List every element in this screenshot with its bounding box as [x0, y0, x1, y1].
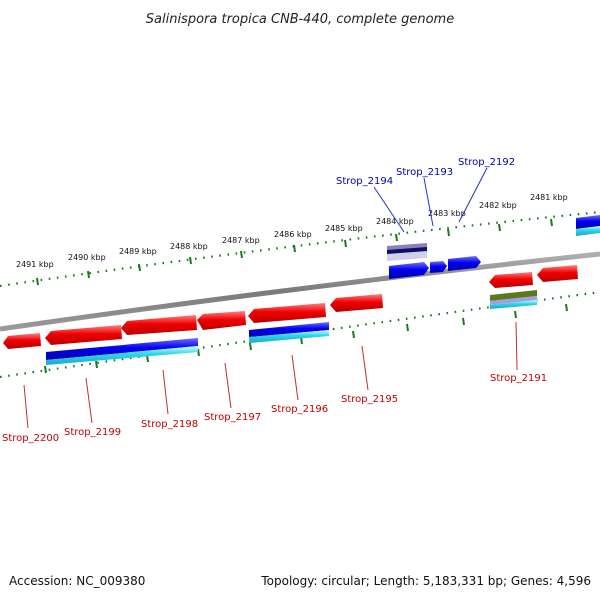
gene-strop-2197[interactable] — [197, 311, 246, 330]
ruler-tick — [95, 360, 98, 369]
cds-band — [249, 322, 329, 337]
ruler-tick — [447, 228, 450, 237]
ruler-tick — [550, 218, 553, 227]
ruler-tick — [565, 303, 568, 312]
ruler-label: 2482 kbp — [479, 201, 517, 210]
ruler-label: 2487 kbp — [222, 236, 260, 245]
leader-line — [23, 384, 29, 429]
ruler-tick — [138, 263, 141, 272]
ruler-label: 2488 kbp — [170, 242, 208, 251]
gene-strop-2200[interactable] — [3, 333, 41, 349]
ruler-label: 2489 kbp — [119, 247, 157, 256]
gene-edge-forward[interactable] — [576, 215, 600, 229]
gene-label-strop-2195[interactable]: Strop_2195 — [341, 394, 398, 405]
gene-label-strop-2191[interactable]: Strop_2191 — [490, 373, 547, 384]
gene-strop-2198[interactable] — [121, 315, 197, 335]
bottom-leaders — [23, 321, 518, 429]
gene-strop-2191[interactable] — [489, 272, 533, 288]
ruler-tick — [514, 310, 517, 319]
cds-band — [46, 346, 198, 365]
gene-label-strop-2197[interactable]: Strop_2197 — [204, 412, 261, 423]
gene-strop-2196[interactable] — [248, 303, 326, 323]
genome-backbone — [0, 251, 600, 332]
leader-line — [291, 354, 299, 401]
cds-band — [387, 251, 427, 261]
ruler-tick — [462, 317, 465, 326]
forward-genes — [389, 215, 600, 279]
ruler-tick — [240, 250, 243, 259]
ruler-tick — [293, 244, 296, 253]
cds-band — [249, 330, 329, 343]
cds-band — [490, 300, 537, 309]
cds-band — [490, 296, 537, 305]
cds-features-bottom — [46, 290, 537, 365]
leader-line — [458, 167, 488, 223]
leader-line — [162, 369, 169, 415]
reverse-genes — [3, 265, 578, 349]
ruler-label: 2481 kbp — [530, 193, 568, 202]
cds-band — [46, 338, 198, 360]
ruler-label: 2491 kbp — [16, 260, 54, 269]
ruler-label: 2486 kbp — [274, 230, 312, 239]
leader-line — [361, 345, 369, 391]
ruler-tick — [189, 256, 192, 265]
upper-ruler: 2491 kbp 2490 kbp 2489 kbp 2488 kbp 2487… — [0, 193, 600, 288]
gene-label-strop-2194[interactable]: Strop_2194 — [336, 176, 393, 187]
map-title: Salinispora tropica CNB-440, complete ge… — [146, 12, 454, 27]
ruler-label: 2483 kbp — [428, 209, 466, 218]
gene-strop-2192[interactable] — [448, 256, 481, 271]
gene-label-strop-2196[interactable]: Strop_2196 — [271, 404, 328, 415]
cds-edge-forward — [576, 226, 600, 236]
leader-line — [373, 186, 405, 233]
ruler-tick — [197, 348, 200, 357]
ruler-tick — [87, 270, 90, 279]
gene-strop-2193[interactable] — [430, 261, 447, 273]
ruler-tick — [344, 239, 347, 248]
leader-line — [515, 321, 518, 371]
accession-text: Accession: NC_009380 — [9, 574, 145, 588]
ruler-tick — [36, 277, 39, 286]
ruler-tick — [249, 342, 252, 351]
cds-feature-2194 — [387, 243, 427, 261]
leader-line — [85, 377, 93, 424]
ruler-tick — [406, 323, 409, 332]
gene-label-strop-2200[interactable]: Strop_2200 — [2, 433, 59, 444]
ruler-label: 2485 kbp — [325, 224, 363, 233]
gene-label-strop-2193[interactable]: Strop_2193 — [396, 167, 453, 178]
gene-strop-2199[interactable] — [45, 325, 122, 345]
ruler-tick — [395, 233, 398, 242]
gene-label-strop-2198[interactable]: Strop_2198 — [141, 419, 198, 430]
gene-strop-2195[interactable] — [330, 294, 383, 312]
topology-text: Topology: circular; Length: 5,183,331 bp… — [260, 574, 591, 588]
gene-red-extra[interactable] — [537, 265, 578, 282]
leader-line — [423, 177, 434, 227]
ruler-tick — [498, 223, 501, 232]
gene-strop-2194[interactable] — [389, 262, 429, 279]
ruler-tick — [352, 330, 355, 339]
gene-label-strop-2199[interactable]: Strop_2199 — [64, 427, 121, 438]
top-leaders — [373, 167, 488, 233]
cds-band — [387, 247, 427, 255]
ruler-label: 2490 kbp — [68, 253, 106, 262]
ruler-label: 2484 kbp — [376, 217, 414, 226]
cds-band — [490, 290, 537, 301]
leader-line — [224, 362, 232, 409]
gene-label-strop-2192[interactable]: Strop_2192 — [458, 157, 515, 168]
ruler-tick — [44, 365, 47, 374]
